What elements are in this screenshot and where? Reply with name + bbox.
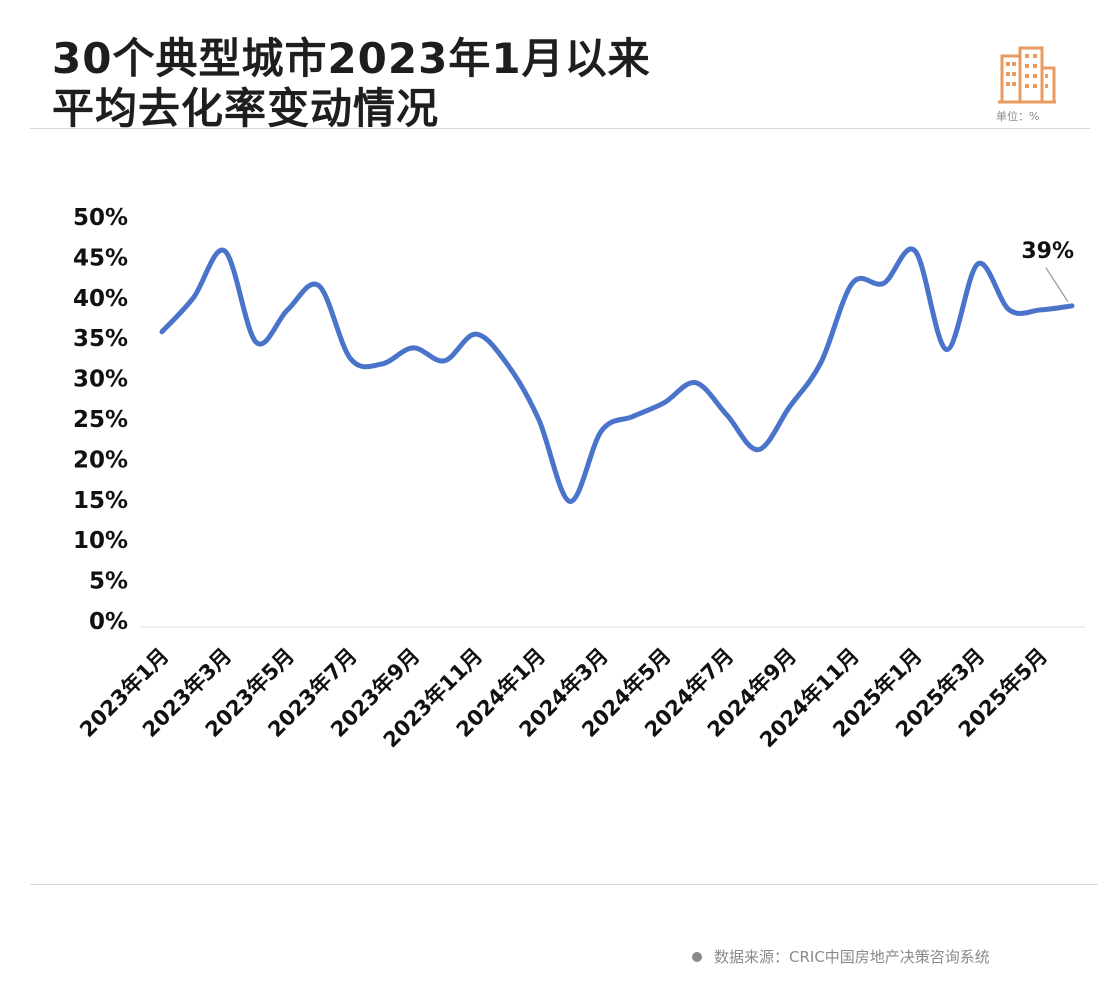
y-axis: 0% 5% 10% 15% 20% 25% 30% 35% 40% 45% 50%	[73, 205, 128, 635]
y-tick-label: 45%	[73, 245, 128, 271]
y-tick-label: 30%	[73, 367, 128, 393]
chart-title-line-2: 平均去化率变动情况	[52, 84, 440, 133]
source-text: 数据来源：CRIC中国房地产决策咨询系统	[714, 948, 990, 966]
series-line	[159, 246, 1075, 504]
y-tick-label: 15%	[73, 488, 128, 514]
source-note: 数据来源：CRIC中国房地产决策咨询系统	[692, 946, 990, 967]
unit-label: 单位：%	[996, 110, 1040, 123]
y-tick-label: 40%	[73, 286, 128, 312]
y-tick-label: 20%	[73, 447, 128, 473]
data-label: 39%	[1021, 239, 1074, 264]
y-tick-label: 35%	[73, 326, 128, 352]
y-tick-label: 25%	[73, 407, 128, 433]
footer-divider	[30, 884, 1098, 885]
y-tick-label: 5%	[89, 569, 128, 595]
annotations: 39%	[1021, 239, 1074, 303]
header-divider	[30, 128, 1090, 129]
building-icon	[998, 46, 1056, 104]
chart-title: 30个典型城市2023年1月以来 平均去化率变动情况	[52, 34, 651, 134]
dot-icon	[692, 951, 702, 962]
data-label-leader	[1045, 267, 1069, 303]
chart-title-line-1: 30个典型城市2023年1月以来	[52, 34, 651, 83]
line-chart: 0% 5% 10% 15% 20% 25% 30% 35% 40% 45% 50% 2023年1月2…	[73, 205, 1085, 753]
y-tick-label: 10%	[73, 528, 128, 554]
y-tick-label: 0%	[89, 609, 128, 635]
x-axis: 2023年1月2023年3月2023年5月2023年7月2023年9月2023年…	[75, 644, 1052, 753]
y-tick-label: 50%	[73, 205, 128, 231]
data-points	[159, 248, 1075, 504]
